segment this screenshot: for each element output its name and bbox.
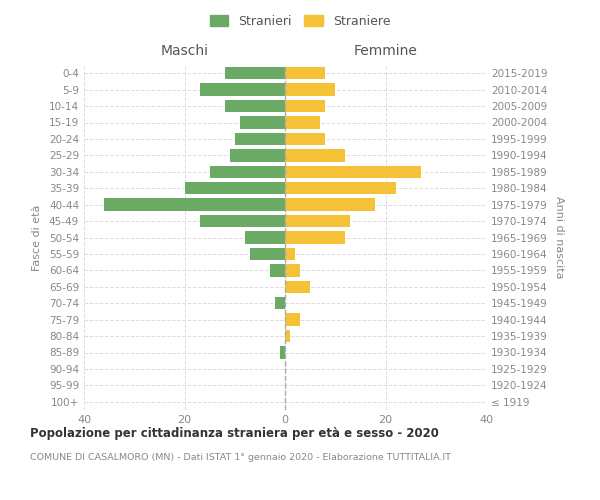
Bar [200,84,285,96]
Bar [200,215,285,227]
Bar [235,133,285,145]
Bar [285,248,295,260]
Text: Popolazione per cittadinanza straniera per età e sesso - 2020: Popolazione per cittadinanza straniera p… [30,428,439,440]
Bar [285,100,325,112]
Bar [230,149,285,162]
Bar [285,116,320,128]
Bar [285,149,346,162]
Bar [225,100,285,112]
Bar [104,198,285,211]
Bar [285,133,325,145]
Legend: Stranieri, Straniere: Stranieri, Straniere [206,11,394,32]
Bar [209,166,285,178]
Bar [250,248,285,260]
Bar [285,198,376,211]
Bar [285,330,290,342]
Bar [270,264,285,276]
Y-axis label: Anni di nascita: Anni di nascita [554,196,564,279]
Bar [240,116,285,128]
Bar [245,232,285,243]
Text: Maschi: Maschi [161,44,209,58]
Bar [275,297,285,310]
Bar [285,264,300,276]
Bar [225,67,285,80]
Bar [285,166,421,178]
Bar [285,84,335,96]
Text: COMUNE DI CASALMORO (MN) - Dati ISTAT 1° gennaio 2020 - Elaborazione TUTTITALIA.: COMUNE DI CASALMORO (MN) - Dati ISTAT 1°… [30,452,451,462]
Bar [285,182,395,194]
Bar [285,232,346,243]
Bar [285,215,350,227]
Y-axis label: Fasce di età: Fasce di età [32,204,42,270]
Text: Femmine: Femmine [353,44,418,58]
Bar [280,346,285,358]
Bar [285,314,300,326]
Bar [285,280,310,293]
Bar [185,182,285,194]
Bar [285,67,325,80]
